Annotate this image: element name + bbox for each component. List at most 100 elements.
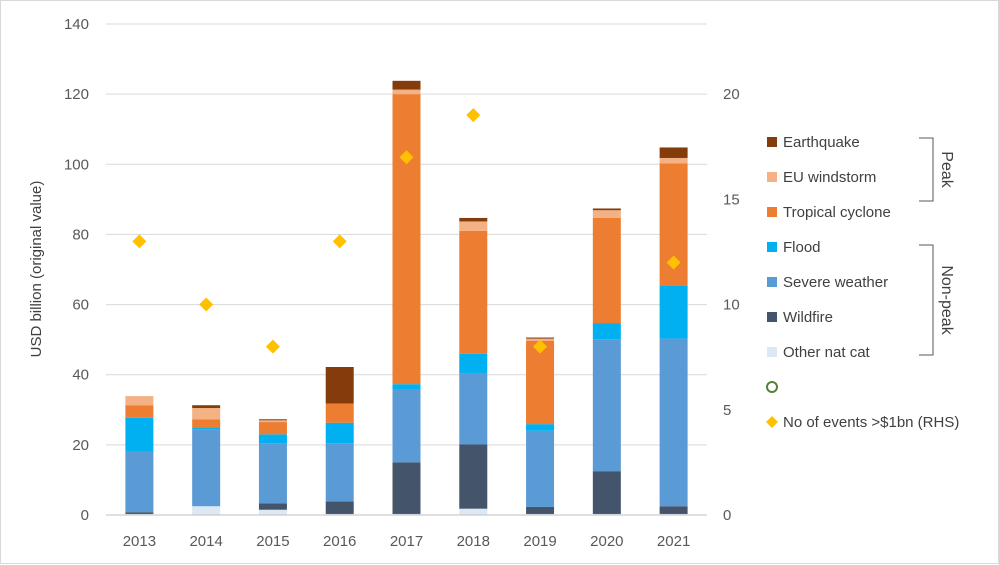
bar-segment — [192, 506, 221, 515]
bar-segment — [459, 217, 488, 222]
bar-segment — [125, 512, 154, 514]
x-tick-label: 2021 — [657, 533, 690, 550]
bar-segment — [392, 384, 421, 390]
y-axis-title: USD billion (original value) — [28, 181, 45, 358]
legend-swatch — [767, 242, 777, 252]
bar-segment — [659, 147, 688, 158]
legend-swatch — [767, 312, 777, 322]
bar-segment — [125, 405, 154, 418]
bar-segment — [592, 339, 621, 472]
y2-tick-label: 0 — [723, 507, 731, 524]
legend-diamond — [766, 416, 778, 428]
event-count-marker — [332, 234, 347, 249]
legend-label: Tropical cyclone — [783, 204, 891, 221]
legend-swatch — [767, 277, 777, 287]
legend: Earthquake EU windstorm Tropical cyclone Fl… — [766, 134, 959, 431]
bar-segment — [526, 430, 555, 507]
y2-tick-label: 15 — [723, 191, 740, 208]
bar-segment — [592, 323, 621, 340]
x-tick-label: 2014 — [189, 533, 222, 550]
bar-segment — [459, 230, 488, 354]
y2-tick-label: 20 — [723, 86, 740, 103]
bar-segment — [325, 513, 354, 515]
y-tick-label: 80 — [72, 226, 89, 243]
bar-segment — [125, 396, 154, 406]
bar-segment — [459, 353, 488, 373]
bar-segment — [125, 417, 154, 452]
event-count-marker — [666, 255, 681, 270]
legend-swatch — [767, 137, 777, 147]
group-label: Peak — [938, 151, 955, 188]
legend-label: Severe weather — [783, 274, 888, 291]
bar-segment — [526, 337, 555, 339]
legend-swatch — [767, 172, 777, 182]
bar-segment — [459, 444, 488, 509]
y-tick-label: 120 — [64, 86, 89, 103]
legend-label: Earthquake — [783, 134, 860, 151]
bar-segment — [392, 80, 421, 90]
legend-label: Wildfire — [783, 309, 833, 326]
event-count-marker — [132, 234, 147, 249]
bar-segment — [192, 419, 221, 429]
bar-segment — [125, 451, 154, 513]
y-tick-label: 100 — [64, 156, 89, 173]
bar-segment — [526, 340, 555, 425]
bar-segment — [192, 405, 221, 409]
bar-segment — [258, 422, 287, 435]
y-tick-label: 20 — [72, 437, 89, 454]
bar-segment — [258, 509, 287, 515]
legend-label: EU windstorm — [783, 169, 876, 186]
event-count-marker — [265, 339, 280, 354]
bar-segment — [325, 501, 354, 514]
bar-segment — [659, 506, 688, 514]
bar-segment — [526, 513, 555, 515]
bar-segment — [526, 506, 555, 514]
event-count-marker — [533, 339, 548, 354]
x-tick-label: 2020 — [590, 533, 623, 550]
bar-segment — [125, 513, 154, 515]
group-bracket — [919, 137, 934, 202]
x-tick-label: 2016 — [323, 533, 356, 550]
bar-segment — [258, 443, 287, 504]
bar-segment — [325, 403, 354, 423]
bar-segment — [592, 217, 621, 324]
bar-segment — [659, 285, 688, 339]
bar-segment — [325, 443, 354, 502]
y-tick-label: 140 — [64, 16, 89, 33]
group-bracket — [919, 244, 934, 356]
bar-segment — [392, 94, 421, 385]
bar-segment — [659, 157, 688, 164]
bar-segment — [659, 513, 688, 515]
bar-segment — [459, 508, 488, 515]
x-tick-label: 2013 — [123, 533, 156, 550]
bar-segment — [659, 338, 688, 507]
bar-segment — [392, 462, 421, 514]
x-tick-label: 2019 — [523, 533, 556, 550]
bar-segment — [592, 210, 621, 218]
legend-label: Other nat cat — [783, 344, 871, 361]
y2-tick-label: 10 — [723, 297, 740, 314]
legend-label: Flood — [783, 239, 821, 256]
bar-segment — [325, 366, 354, 404]
y-tick-label: 0 — [81, 507, 89, 524]
y-tick-label: 40 — [72, 367, 89, 384]
bar-segment — [258, 434, 287, 444]
bar-segment — [192, 429, 221, 507]
x-tick-label: 2015 — [256, 533, 289, 550]
group-label: Non-peak — [938, 265, 955, 335]
bar-segment — [592, 471, 621, 514]
x-tick-label: 2017 — [390, 533, 423, 550]
legend-label: No of events >$1bn (RHS) — [783, 414, 959, 431]
bar-segment — [392, 389, 421, 463]
bar-segment — [258, 420, 287, 423]
bar-segment — [392, 513, 421, 515]
bar-segment — [258, 419, 287, 421]
y-tick-label: 60 — [72, 297, 89, 314]
bar-segment — [392, 89, 421, 95]
legend-swatch — [767, 207, 777, 217]
event-count-marker — [466, 108, 481, 123]
event-count-marker — [399, 150, 414, 165]
bar-segment — [325, 422, 354, 444]
